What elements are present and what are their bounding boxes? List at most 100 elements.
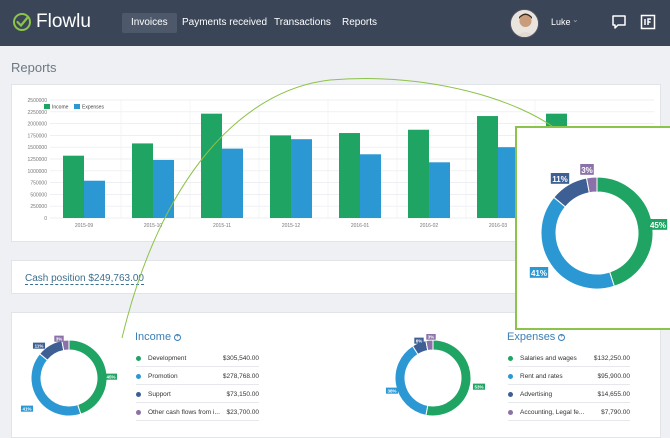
invoice-icon[interactable] [640, 14, 656, 30]
donut-slice [596, 176, 654, 287]
bar-income [408, 129, 429, 218]
legend-label: Salaries and wages [520, 354, 577, 362]
legend-dot [136, 373, 141, 379]
y-tick-label: 2250000 [28, 110, 48, 116]
plus-circle-icon[interactable]: + [558, 333, 566, 341]
expenses-title-text: Expenses [507, 331, 556, 343]
nav-reports[interactable]: Reports [342, 17, 378, 28]
x-tick-label: 2015-11 [213, 223, 231, 229]
pct-badge [20, 405, 34, 412]
bar-income [477, 116, 498, 218]
y-tick-label: 500000 [30, 192, 47, 198]
legend-amount: $23,700.00 [226, 408, 259, 416]
logo-check-icon [13, 13, 31, 31]
y-tick-label: 1500000 [28, 145, 48, 151]
chevron-down-icon[interactable]: ⌄ [572, 15, 579, 24]
x-tick-label: 2015-10 [144, 223, 163, 229]
pct-badge [472, 383, 486, 390]
x-tick-label: 2016-01 [351, 223, 370, 229]
expenses-legend-row[interactable]: Rent and rates $95,900.00 [508, 368, 630, 385]
donut-slice [425, 339, 472, 417]
pct-badge [580, 164, 594, 175]
legend-label: Rent and rates [520, 372, 563, 380]
bar-income [201, 113, 222, 218]
legend-amount: $73,150.00 [226, 390, 259, 398]
pct-badge [32, 342, 46, 349]
y-tick-label: 750000 [30, 181, 47, 187]
legend-amount: $278,768.00 [222, 372, 259, 380]
y-tick-label: 1750000 [28, 133, 48, 139]
income-title-text: Income [135, 331, 172, 343]
income-legend-row[interactable]: Support $73,150.00 [136, 386, 259, 403]
app-name: Flowlu [36, 11, 91, 32]
pct-label: 3% [56, 337, 63, 342]
legend-label: Advertising [520, 390, 553, 398]
legend-label: Accounting, Legal fe... [520, 408, 585, 416]
legend-amount: $95,900.00 [597, 372, 630, 380]
pct-label: 45% [650, 221, 666, 230]
legend-label: Income [52, 105, 69, 111]
income-legend-row[interactable]: Promotion $278,768.00 [136, 368, 259, 385]
pct-badge [104, 373, 118, 380]
pct-label: 6% [416, 339, 423, 344]
zoomed-income-donut-panel: 45% 41% 11% 3% [515, 126, 670, 330]
nav-transactions[interactable]: Transactions [274, 17, 331, 28]
chat-icon[interactable] [611, 14, 627, 30]
app-logo[interactable]: Flowlu [12, 11, 91, 33]
legend-label: Promotion [148, 372, 178, 380]
pct-label: 53% [474, 385, 483, 390]
legend-label: Development [148, 354, 187, 362]
zoomed-donut-chart: 45% 41% 11% 3% [529, 164, 668, 290]
donut-slice [61, 339, 70, 352]
pct-label: 38% [387, 389, 396, 394]
cash-position-link[interactable]: Cash position $249,763.00 [25, 273, 144, 285]
y-tick-label: 1000000 [28, 169, 48, 175]
bar-income [339, 133, 360, 218]
income-legend-row[interactable]: Development $305,540.00 [136, 350, 259, 367]
pct-label: 41% [22, 407, 31, 412]
expenses-title[interactable]: Expenses + [507, 331, 566, 343]
x-tick-label: 2015-12 [282, 223, 301, 229]
user-avatar[interactable] [510, 9, 539, 38]
pct-badge [550, 173, 570, 184]
legend-dot [136, 355, 141, 361]
bar-expenses [84, 180, 105, 218]
nav-invoices[interactable]: Invoices [122, 13, 177, 33]
legend-label: Other cash flows from i... [148, 408, 220, 416]
expenses-legend-row[interactable]: Advertising $14,655.00 [508, 386, 630, 403]
bar-expenses [429, 162, 450, 218]
x-tick-label: 2016-03 [489, 223, 508, 229]
donut-slice [394, 345, 429, 416]
expenses-legend-row[interactable]: Salaries and wages $132,250.00 [508, 350, 630, 367]
legend-amount: $7,790.00 [601, 408, 630, 416]
expenses-donut-chart: 53% 38% 6% 3% [385, 334, 486, 417]
pct-label: 3% [581, 166, 593, 175]
bar-income [132, 143, 153, 218]
legend-dot [136, 391, 141, 397]
bar-expenses [222, 148, 243, 218]
legend-swatch [44, 104, 50, 109]
y-tick-label: 250000 [30, 204, 47, 210]
y-tick-label: 2000000 [28, 122, 48, 128]
expenses-legend-row[interactable]: Accounting, Legal fe... $7,790.00 [508, 404, 630, 421]
income-title[interactable]: Income + [135, 331, 182, 343]
bar-income [270, 135, 291, 218]
plus-circle-icon[interactable]: + [174, 333, 182, 341]
pct-label: 11% [35, 344, 44, 349]
donut-slice [68, 339, 108, 415]
legend-amount: $305,540.00 [222, 354, 259, 362]
pct-label: 11% [552, 175, 568, 184]
bar-expenses [153, 159, 174, 218]
donut-slice [585, 176, 598, 194]
income-legend-row[interactable]: Other cash flows from i... $23,700.00 [136, 404, 259, 421]
nav-payments-received[interactable]: Payments received [182, 17, 268, 28]
legend-swatch [74, 104, 80, 109]
pct-label: 41% [531, 269, 547, 278]
legend-amount: $132,250.00 [593, 354, 630, 362]
page-title: Reports [11, 60, 57, 75]
bar-income [63, 155, 84, 218]
user-name[interactable]: Luke [551, 17, 571, 27]
pct-badge [414, 337, 424, 344]
x-tick-label: 2016-02 [420, 223, 439, 229]
pct-label: 45% [106, 375, 115, 380]
